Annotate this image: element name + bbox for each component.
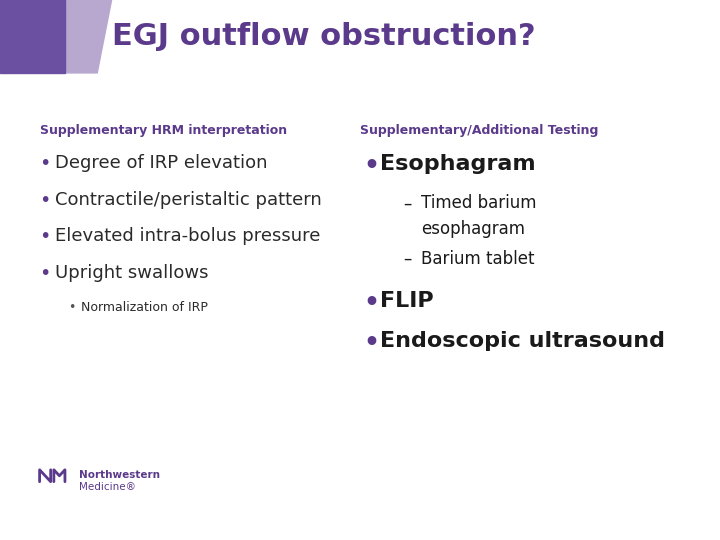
Text: •: • (40, 154, 51, 173)
Text: Northwestern: Northwestern (79, 470, 160, 480)
Text: •: • (68, 301, 76, 314)
Text: Normalization of IRP: Normalization of IRP (81, 301, 208, 314)
Text: •: • (364, 331, 379, 355)
Text: Esophagram: Esophagram (380, 154, 536, 174)
Text: Contractile/peristaltic pattern: Contractile/peristaltic pattern (55, 191, 322, 208)
Text: Elevated intra-bolus pressure: Elevated intra-bolus pressure (55, 227, 321, 245)
Text: Degree of IRP elevation: Degree of IRP elevation (55, 154, 268, 172)
Text: EGJ outflow obstruction?: EGJ outflow obstruction? (112, 22, 535, 51)
Text: Timed barium: Timed barium (421, 194, 536, 212)
Text: Medicine®: Medicine® (79, 482, 136, 492)
Text: •: • (40, 227, 51, 246)
Text: •: • (364, 291, 379, 314)
Text: •: • (364, 154, 379, 178)
Text: •: • (40, 264, 51, 283)
Polygon shape (0, 0, 65, 73)
Text: –: – (403, 194, 412, 212)
Text: FLIP: FLIP (380, 291, 433, 310)
Text: •: • (40, 191, 51, 210)
Text: Barium tablet: Barium tablet (421, 250, 535, 268)
Text: Upright swallows: Upright swallows (55, 264, 209, 282)
Text: –: – (403, 250, 412, 268)
Polygon shape (29, 0, 112, 73)
Text: Supplementary HRM interpretation: Supplementary HRM interpretation (40, 124, 287, 137)
Text: Endoscopic ultrasound: Endoscopic ultrasound (380, 331, 665, 351)
Text: esophagram: esophagram (421, 220, 525, 238)
Text: Supplementary/Additional Testing: Supplementary/Additional Testing (360, 124, 598, 137)
